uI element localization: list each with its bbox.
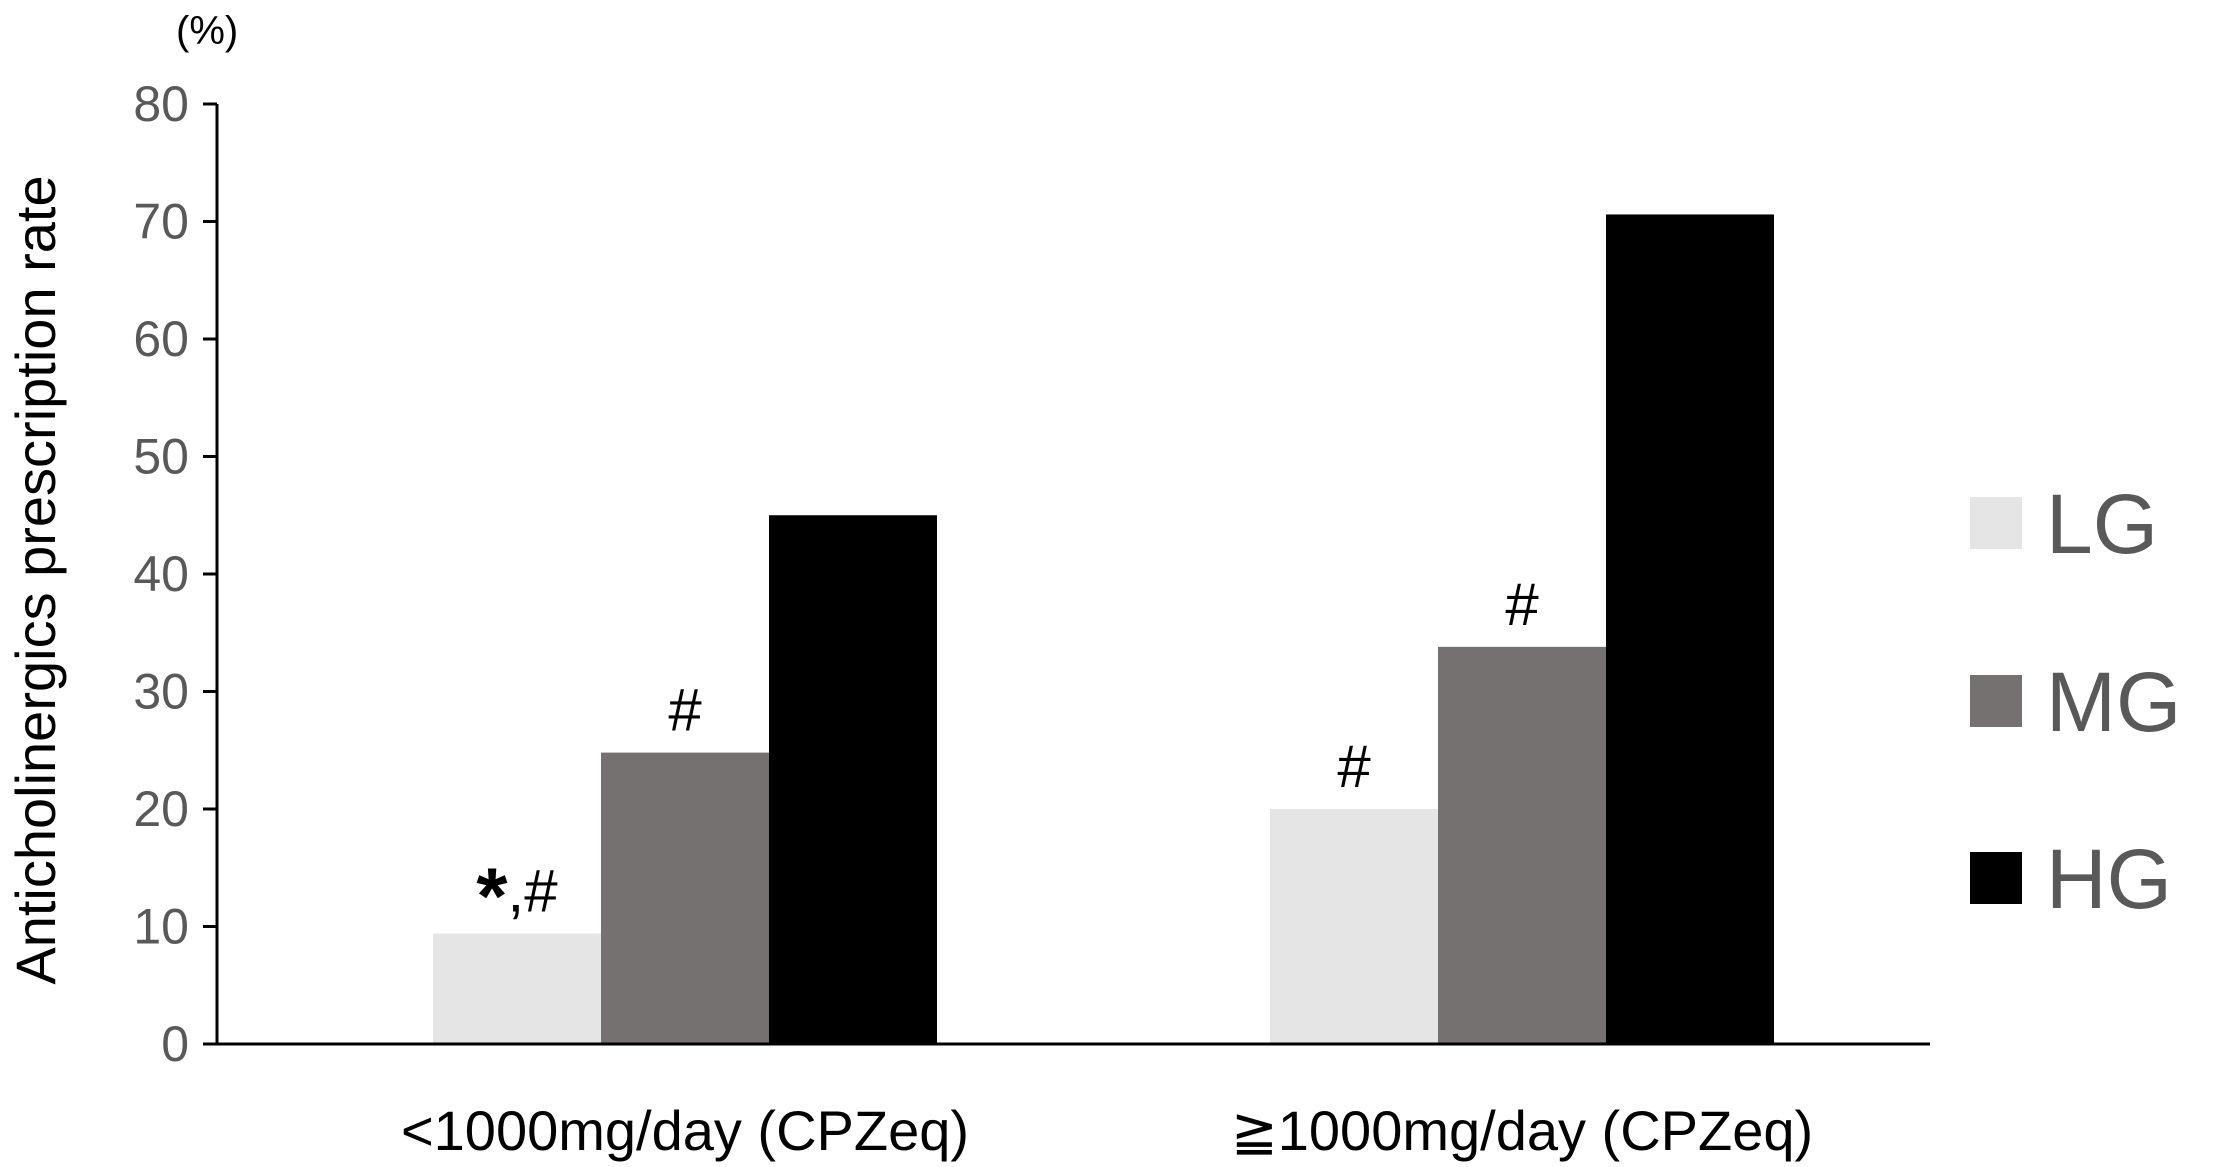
y-tick-label: 50 — [133, 429, 189, 485]
bar-mg — [601, 752, 769, 1044]
legend-label-lg: LG — [2046, 477, 2158, 571]
bar-annotation: # — [1337, 733, 1371, 800]
y-axis-title: Anticholinergics prescription rate — [4, 175, 67, 984]
bar-annotation: # — [668, 677, 702, 744]
legend-label-mg: MG — [2046, 655, 2181, 749]
bar-lg — [1270, 809, 1438, 1044]
y-tick-label: 60 — [133, 311, 189, 367]
bar-hg — [769, 515, 937, 1044]
legend-swatch-lg — [1970, 497, 2022, 549]
bar-hg — [1606, 214, 1774, 1044]
y-tick-label: 0 — [161, 1016, 189, 1072]
x-axis-category-labels: <1000mg/day (CPZeq) ≧1000mg/day (CPZeq) — [401, 1099, 1813, 1162]
y-tick-label: 20 — [133, 781, 189, 837]
bar-mg — [1438, 646, 1606, 1044]
y-unit-label: (%) — [176, 9, 238, 53]
bar-annotation: *,# — [476, 852, 558, 941]
y-tick-label: 30 — [133, 664, 189, 720]
bar-lg — [433, 933, 601, 1044]
bar-annotation: # — [1505, 571, 1539, 638]
legend-swatch-hg — [1970, 852, 2022, 904]
legend-swatch-mg — [1970, 675, 2022, 727]
bar-annotations: *,# # # # — [476, 571, 1539, 941]
x-category-label: ≧1000mg/day (CPZeq) — [1231, 1099, 1813, 1162]
legend: LG MG HG — [1970, 477, 2181, 926]
x-category-label: <1000mg/day (CPZeq) — [401, 1099, 969, 1162]
y-axis-ticks: 0 10 20 30 40 50 60 70 80 — [133, 76, 217, 1072]
y-tick-label: 10 — [133, 899, 189, 955]
y-tick-label: 80 — [133, 76, 189, 132]
y-tick-label: 40 — [133, 546, 189, 602]
y-tick-label: 70 — [133, 194, 189, 250]
bars — [433, 214, 1774, 1044]
legend-label-hg: HG — [2046, 832, 2172, 926]
